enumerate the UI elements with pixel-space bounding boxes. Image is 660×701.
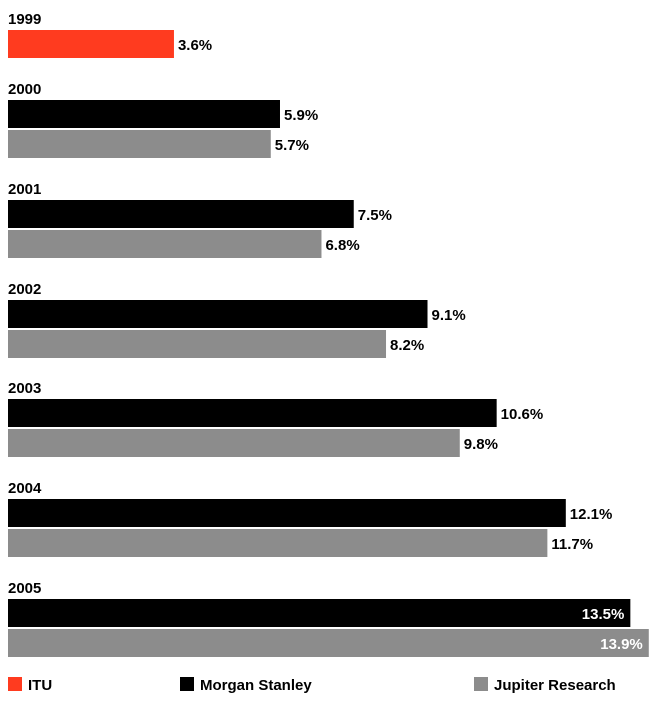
legend: ITU Morgan Stanley Jupiter Research <box>8 677 616 694</box>
year-label-2000: 2000 <box>8 81 41 98</box>
value-label-morgan-stanley-2003: 10.6% <box>501 406 544 423</box>
value-label-morgan-stanley-2001: 7.5% <box>358 207 392 224</box>
value-label-morgan-stanley-2002: 9.1% <box>432 307 466 324</box>
value-label-morgan-stanley-2004: 12.1% <box>570 506 613 523</box>
value-label-jupiter-research-2000: 5.7% <box>275 137 309 154</box>
bar-morgan-stanley-2005 <box>8 599 631 627</box>
bar-jupiter-research-2002 <box>8 330 387 358</box>
value-label-jupiter-research-2004: 11.7% <box>551 536 593 553</box>
chart-marks: 1999 3.6% 2000 5.9% 5.7% 2001 7.5% 6.8% 2002 9.1%… <box>8 11 649 657</box>
bar-itu-1999 <box>8 30 174 58</box>
value-label-jupiter-research-2005: 13.9% <box>600 636 643 653</box>
year-label-2004: 2004 <box>8 480 42 497</box>
bar-jupiter-research-2004 <box>8 529 548 557</box>
bar-jupiter-research-2005 <box>8 629 649 657</box>
legend-swatch-jupiter-research <box>474 677 488 691</box>
year-label-2005: 2005 <box>8 580 41 597</box>
value-label-itu-1999: 3.6% <box>178 37 212 54</box>
bar-morgan-stanley-2000 <box>8 100 280 128</box>
bar-morgan-stanley-2004 <box>8 499 566 527</box>
bar-morgan-stanley-2001 <box>8 200 354 228</box>
legend-swatch-itu <box>8 677 22 691</box>
value-label-jupiter-research-2001: 6.8% <box>325 237 359 254</box>
year-label-1999: 1999 <box>8 11 41 28</box>
year-label-2001: 2001 <box>8 181 41 198</box>
legend-label-morgan-stanley: Morgan Stanley <box>200 677 312 694</box>
bar-morgan-stanley-2002 <box>8 300 428 328</box>
value-label-morgan-stanley-2000: 5.9% <box>284 107 318 124</box>
year-label-2003: 2003 <box>8 380 41 397</box>
bar-jupiter-research-2001 <box>8 230 322 258</box>
year-label-2002: 2002 <box>8 281 41 298</box>
bar-jupiter-research-2000 <box>8 130 271 158</box>
legend-swatch-morgan-stanley <box>180 677 194 691</box>
value-label-morgan-stanley-2005: 13.5% <box>582 606 625 623</box>
bar-jupiter-research-2003 <box>8 429 460 457</box>
legend-label-jupiter-research: Jupiter Research <box>494 677 616 694</box>
value-label-jupiter-research-2002: 8.2% <box>390 337 424 354</box>
value-label-jupiter-research-2003: 9.8% <box>464 436 498 453</box>
bar-morgan-stanley-2003 <box>8 399 497 427</box>
legend-label-itu: ITU <box>28 677 52 694</box>
